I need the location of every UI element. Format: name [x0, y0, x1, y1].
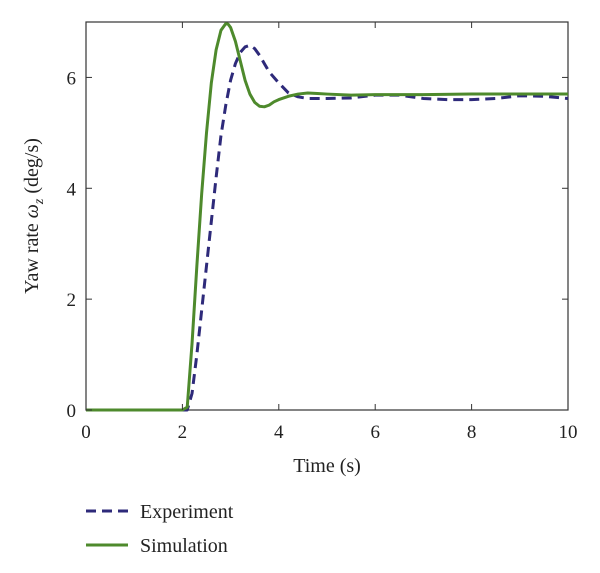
y-axis-label-prefix: Yaw rate: [21, 218, 43, 294]
y-ticks: 0 2 4 6: [67, 68, 568, 422]
x-tick-label: 10: [559, 422, 578, 443]
y-axis-label-subscript: z: [32, 198, 47, 205]
legend-label-experiment: Experiment: [140, 501, 234, 523]
series-line-experiment: [86, 43, 569, 412]
series-group: [86, 22, 569, 412]
x-tick-label: 8: [467, 422, 477, 443]
plot-area: 0 2 4 6 8 10 0 2 4 6: [67, 21, 578, 443]
y-tick-label: 2: [67, 290, 77, 311]
legend: Experiment Simulation: [86, 501, 234, 557]
axes-frame: [85, 21, 569, 411]
x-ticks: 0 2 4 6 8 10: [81, 22, 578, 443]
x-tick-label: 2: [178, 422, 188, 443]
y-axis-label-symbol: ω: [21, 204, 43, 218]
legend-label-simulation: Simulation: [140, 535, 228, 557]
x-axis-label: Time (s): [293, 455, 361, 477]
y-tick-label: 6: [67, 68, 77, 89]
y-axis-label-suffix: (deg/s): [21, 138, 43, 199]
x-tick-label: 6: [370, 422, 380, 443]
y-tick-label: 4: [67, 179, 77, 200]
series-line-simulation: [86, 22, 568, 412]
y-axis-label: Yaw rate ωz (deg/s): [21, 138, 47, 294]
y-tick-label: 0: [67, 401, 77, 422]
x-tick-label: 4: [274, 422, 284, 443]
x-tick-label: 0: [81, 422, 91, 443]
